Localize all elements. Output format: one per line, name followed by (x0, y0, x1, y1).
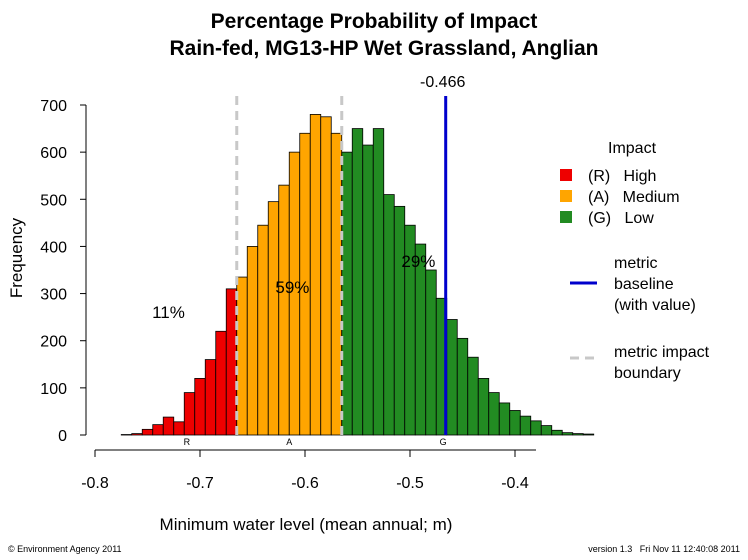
histogram-bar (162, 416, 175, 436)
histogram-bar (488, 392, 500, 436)
histogram-bar (257, 224, 269, 436)
y-axis-label: Frequency (7, 217, 26, 298)
baseline-value-label: -0.466 (420, 74, 465, 91)
percent-label-a: 59% (275, 278, 309, 297)
legend-swatch-medium (560, 190, 572, 202)
zone-label-r: R (184, 437, 191, 447)
histogram-bar (267, 201, 280, 436)
histogram-bar (225, 288, 238, 436)
legend-baseline-line3: (with value) (614, 297, 696, 314)
legend-boundary-line1: metric impact (614, 344, 710, 361)
histogram-bar (236, 276, 248, 436)
chart-title: Percentage Probability of Impact (211, 10, 538, 33)
histogram-bar (383, 194, 395, 436)
percent-labels: 11% 59% 29% (152, 252, 435, 322)
histogram-bar (246, 246, 259, 436)
legend-baseline-line2: baseline (614, 276, 674, 293)
legend-swatch-high (560, 169, 572, 181)
histogram-bar (309, 114, 322, 436)
x-tick-label: -0.6 (291, 475, 319, 492)
histogram-bar (425, 269, 437, 436)
histogram-bar (152, 424, 164, 436)
histogram-bar (519, 415, 532, 436)
histogram-bar (173, 421, 185, 436)
legend-boundary-line2: boundary (614, 365, 681, 382)
y-tick-label: 700 (40, 98, 67, 115)
percent-label-r: 11% (152, 303, 185, 322)
histogram-bar (215, 330, 227, 436)
x-axis-label: Minimum water level (mean annual; m) (160, 515, 453, 534)
histogram-bar (131, 433, 143, 436)
legend-title: Impact (608, 140, 657, 157)
y-tick-label: 100 (40, 381, 67, 398)
histogram-bar (414, 243, 427, 436)
histogram-bar (372, 128, 385, 436)
copyright-footer: © Environment Agency 2011 (8, 544, 122, 554)
legend-item-medium: (A) Medium (588, 189, 680, 206)
histogram-bar (572, 433, 584, 436)
y-tick-label: 200 (40, 334, 67, 351)
histogram-bar (320, 116, 332, 436)
chart-subtitle: Rain-fed, MG13-HP Wet Grassland, Anglian (169, 37, 598, 60)
histogram-bar (183, 392, 196, 436)
histogram-bar (120, 434, 133, 436)
histogram-bar (330, 132, 343, 436)
legend-baseline-line1: metric (614, 255, 658, 272)
percent-label-g: 29% (401, 252, 435, 271)
histogram-bar (341, 151, 353, 436)
x-axis: -0.8 -0.7 -0.6 -0.5 -0.4 (81, 449, 536, 492)
histogram-bar (582, 433, 595, 436)
histogram-bar (540, 425, 553, 436)
histogram-bar (141, 428, 154, 436)
histogram-bar (561, 432, 574, 436)
histogram-bar (393, 205, 406, 436)
legend-swatch-low (560, 211, 572, 223)
y-axis: 0 100 200 300 400 500 600 700 (40, 98, 87, 445)
histogram-bar (351, 128, 364, 436)
x-tick-label: -0.4 (501, 475, 529, 492)
histogram-bar (362, 144, 374, 436)
boundary-lines (235, 96, 344, 435)
histogram-bar (530, 420, 542, 436)
histogram-bar (456, 337, 469, 436)
histogram-bar (278, 184, 290, 436)
zone-label-g: G (440, 437, 447, 447)
histogram-bar (467, 356, 479, 436)
legend-item-high: (R) High (588, 168, 656, 185)
y-tick-label: 0 (58, 428, 67, 445)
x-tick-label: -0.7 (186, 475, 214, 492)
version-footer: version 1.3 Fri Nov 11 12:40:08 2011 (588, 544, 740, 554)
y-tick-label: 500 (40, 192, 67, 209)
histogram-bar (509, 410, 521, 436)
y-tick-label: 600 (40, 145, 67, 162)
histogram-bar (446, 319, 458, 436)
x-tick-label: -0.8 (81, 475, 109, 492)
histogram-bars (120, 114, 595, 436)
zone-label-a: A (286, 437, 292, 447)
histogram-bar (194, 378, 206, 436)
histogram-bar (551, 429, 563, 436)
y-tick-label: 300 (40, 287, 67, 304)
x-tick-label: -0.5 (396, 475, 424, 492)
legend: Impact (R) High (A) Medium (G) Low metri… (560, 140, 710, 382)
histogram-bar (477, 378, 490, 436)
histogram-bar (498, 402, 511, 436)
legend-item-low: (G) Low (588, 210, 654, 227)
histogram-bar (204, 359, 217, 436)
y-tick-label: 400 (40, 239, 67, 256)
